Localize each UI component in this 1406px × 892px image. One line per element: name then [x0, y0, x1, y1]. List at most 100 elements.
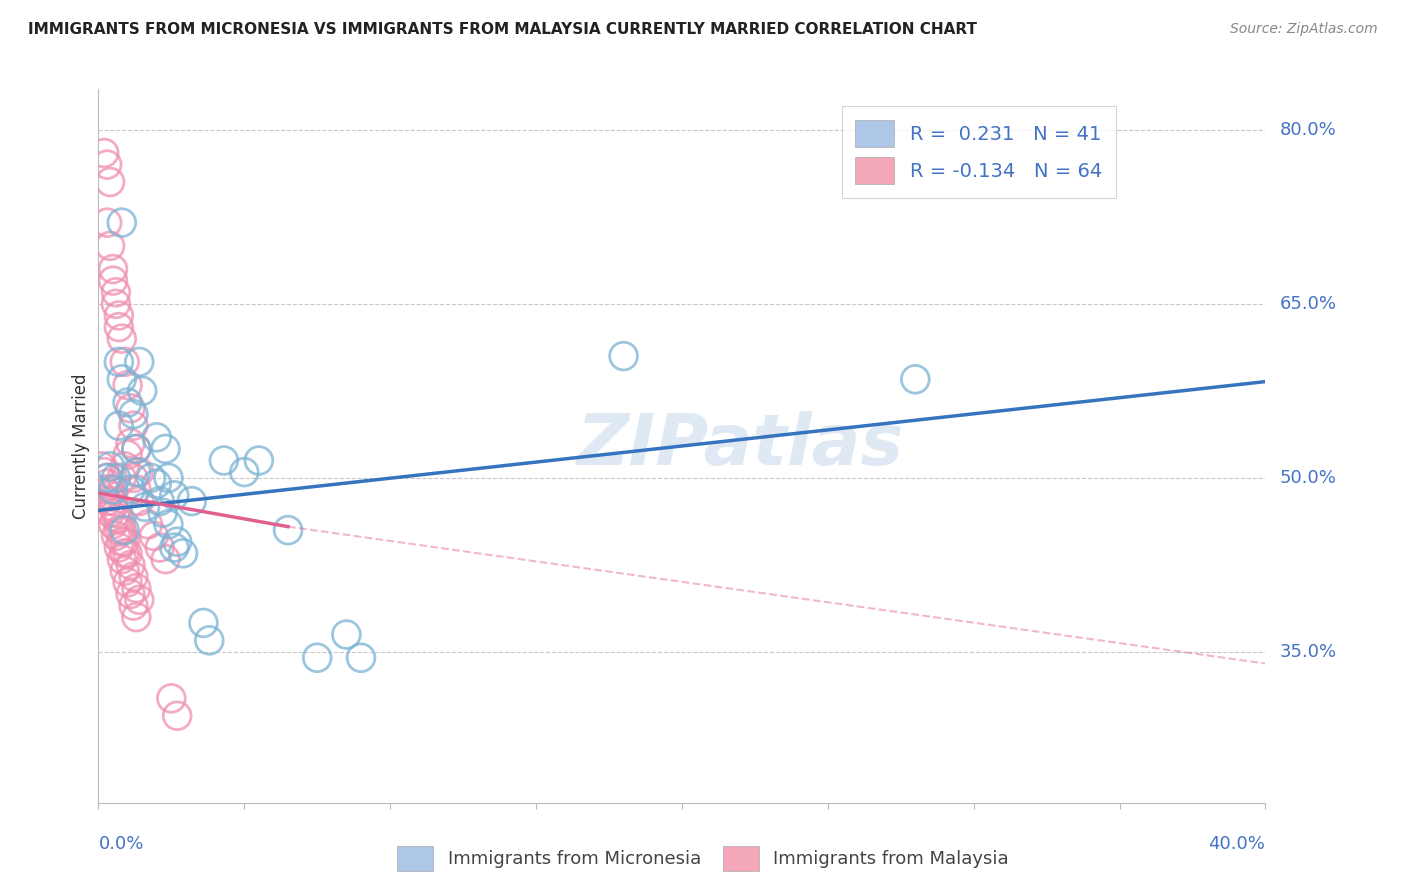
Point: [120, 401, 142, 416]
Point: [335, 627, 357, 641]
Point: [93, 465, 115, 479]
Text: 40.0%: 40.0%: [1209, 835, 1265, 853]
Point: [125, 483, 148, 497]
Point: [108, 355, 131, 369]
Point: [114, 546, 136, 560]
Point: [155, 442, 177, 456]
Text: 50.0%: 50.0%: [1279, 469, 1336, 487]
Point: [131, 384, 153, 398]
Point: [149, 541, 172, 555]
Point: [122, 407, 145, 421]
Point: [96, 471, 118, 485]
Point: [111, 372, 134, 386]
Point: [98, 459, 121, 474]
Point: [117, 378, 139, 392]
Point: [96, 158, 118, 172]
Point: [125, 465, 148, 479]
Point: [163, 488, 186, 502]
Point: [104, 285, 127, 300]
Text: 35.0%: 35.0%: [1279, 643, 1337, 661]
Point: [104, 529, 127, 543]
Point: [166, 534, 188, 549]
Text: ZIPatlas: ZIPatlas: [576, 411, 904, 481]
Point: [125, 581, 148, 595]
Point: [104, 506, 127, 520]
Point: [212, 453, 235, 467]
Point: [172, 546, 194, 560]
Point: [125, 442, 148, 456]
Point: [136, 517, 159, 532]
Point: [117, 448, 139, 462]
Point: [152, 506, 174, 520]
Point: [117, 395, 139, 409]
Point: [612, 349, 634, 363]
Point: [142, 529, 165, 543]
Point: [157, 517, 180, 532]
Point: [108, 320, 131, 334]
Point: [101, 517, 124, 532]
Point: [128, 592, 150, 607]
Point: [904, 372, 927, 386]
Point: [104, 297, 127, 311]
Point: [114, 523, 136, 537]
Point: [101, 262, 124, 277]
Point: [125, 610, 148, 624]
Point: [122, 471, 145, 485]
Point: [98, 483, 121, 497]
Point: [233, 465, 256, 479]
Point: [108, 541, 131, 555]
Point: [146, 430, 169, 444]
Point: [114, 459, 136, 474]
Point: [128, 355, 150, 369]
Point: [96, 216, 118, 230]
Point: [247, 453, 270, 467]
Point: [180, 494, 202, 508]
Point: [101, 500, 124, 514]
Point: [120, 483, 142, 497]
Text: 0.0%: 0.0%: [98, 835, 143, 853]
Point: [111, 471, 134, 485]
Point: [117, 546, 139, 560]
Point: [117, 575, 139, 590]
Point: [307, 650, 329, 665]
Legend: Immigrants from Micronesia, Immigrants from Malaysia: Immigrants from Micronesia, Immigrants f…: [389, 838, 1017, 879]
Point: [98, 506, 121, 520]
Point: [111, 523, 134, 537]
Legend: R =  0.231   N = 41, R = -0.134   N = 64: R = 0.231 N = 41, R = -0.134 N = 64: [842, 106, 1115, 198]
Point: [128, 465, 150, 479]
Point: [193, 615, 215, 630]
Point: [198, 633, 221, 648]
Point: [134, 500, 156, 514]
Point: [111, 216, 134, 230]
Text: 65.0%: 65.0%: [1279, 295, 1337, 313]
Point: [122, 569, 145, 583]
Point: [96, 471, 118, 485]
Point: [96, 494, 118, 508]
Point: [146, 476, 169, 491]
Point: [96, 476, 118, 491]
Point: [166, 708, 188, 723]
Point: [111, 552, 134, 566]
Point: [98, 239, 121, 253]
Point: [98, 488, 121, 502]
Point: [114, 355, 136, 369]
Point: [277, 523, 299, 537]
Y-axis label: Currently Married: Currently Married: [72, 373, 90, 519]
Point: [108, 418, 131, 433]
Point: [90, 459, 112, 474]
Text: IMMIGRANTS FROM MICRONESIA VS IMMIGRANTS FROM MALAYSIA CURRENTLY MARRIED CORRELA: IMMIGRANTS FROM MICRONESIA VS IMMIGRANTS…: [28, 22, 977, 37]
Point: [128, 494, 150, 508]
Point: [125, 442, 148, 456]
Point: [122, 599, 145, 613]
Point: [350, 650, 373, 665]
Point: [163, 541, 186, 555]
Point: [104, 471, 127, 485]
Point: [120, 587, 142, 601]
Point: [101, 494, 124, 508]
Text: 80.0%: 80.0%: [1279, 120, 1336, 139]
Point: [108, 511, 131, 525]
Point: [120, 436, 142, 450]
Point: [104, 511, 127, 525]
Point: [108, 309, 131, 323]
Point: [93, 483, 115, 497]
